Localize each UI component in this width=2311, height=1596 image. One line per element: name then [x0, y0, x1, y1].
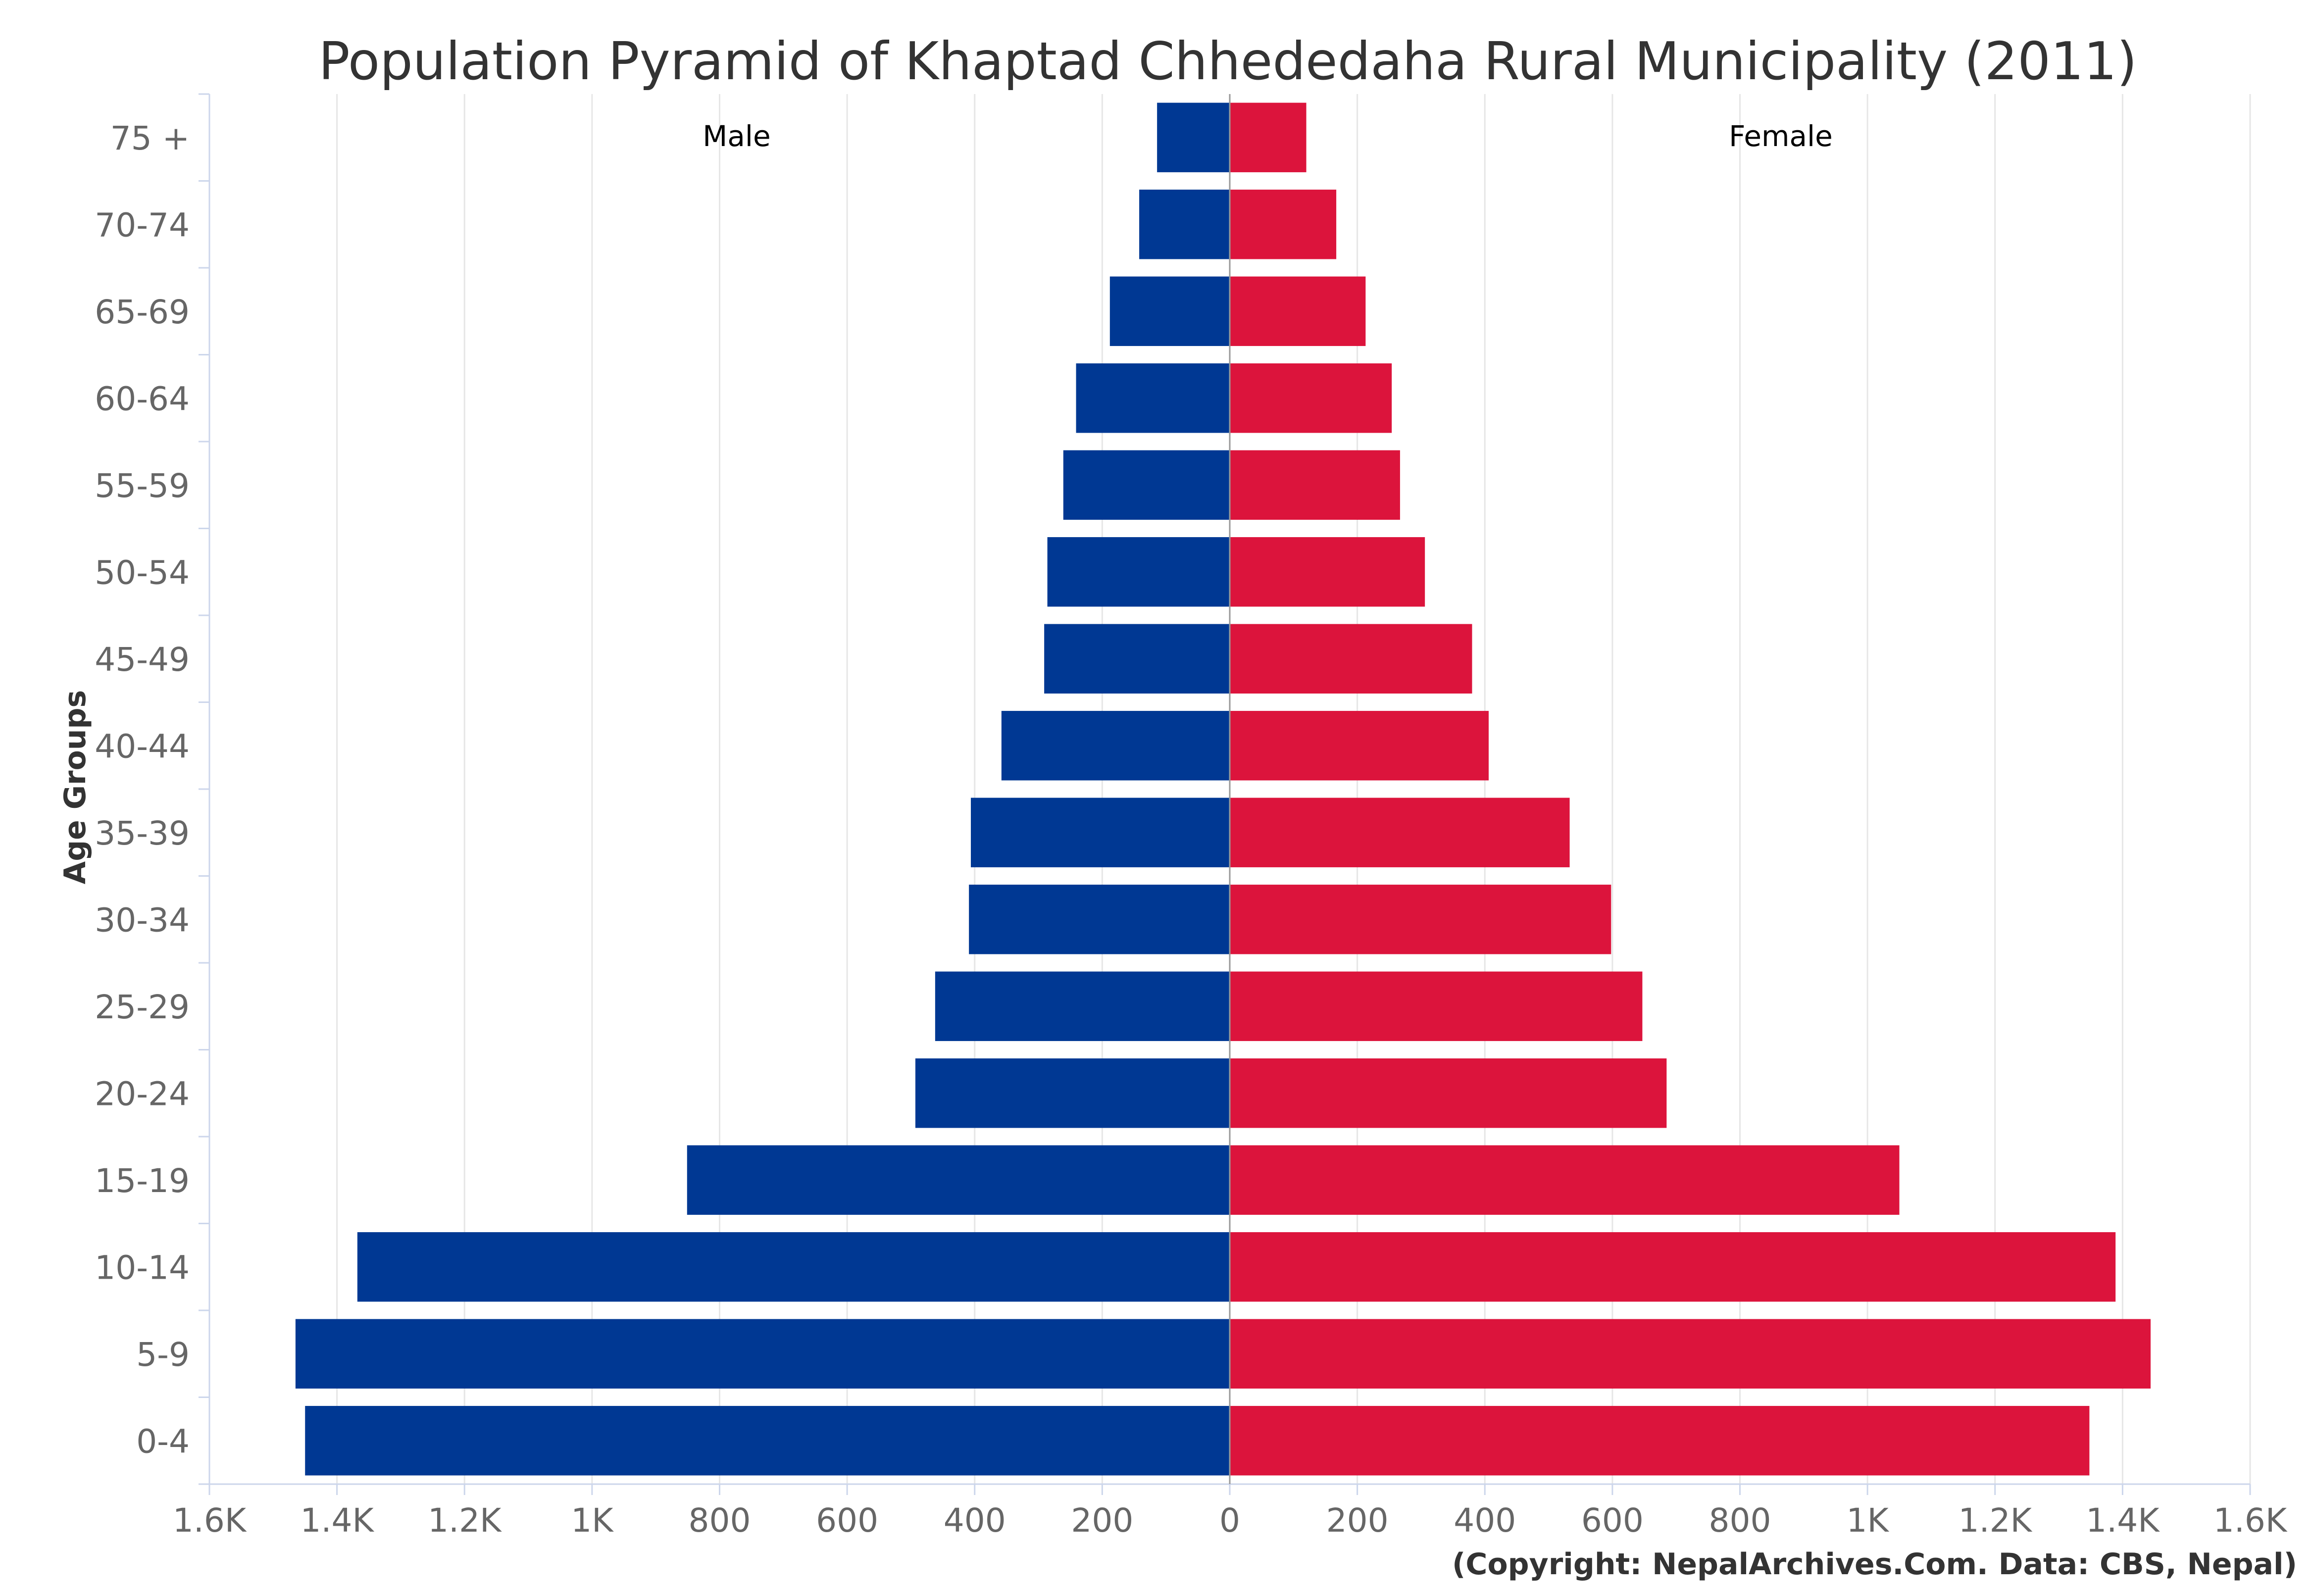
- x-tick-label: 800: [689, 1501, 751, 1540]
- bar-male: [915, 1058, 1230, 1128]
- bar-female: [1230, 1319, 2151, 1389]
- axes: 1.6K 1.4K 1.2K 1K 800 600 400 200 0 200 400 600 800 1…: [95, 93, 2288, 1540]
- y-tick-label: 75 +: [110, 119, 190, 157]
- bar-male: [1001, 711, 1230, 781]
- x-tick-label: 1K: [571, 1501, 614, 1540]
- bar-female: [1230, 1058, 1667, 1128]
- series-label-female: Female: [1729, 119, 1833, 153]
- bar-male: [1109, 276, 1230, 346]
- bar-female: [1230, 276, 1366, 346]
- x-tick-label: 600: [816, 1501, 878, 1540]
- y-tick-label: 10-14: [95, 1248, 190, 1287]
- bar-female: [1230, 711, 1489, 781]
- y-tick-label: 60-64: [95, 380, 190, 418]
- x-tick-label: 1.6K: [173, 1501, 247, 1540]
- x-tick-label: 1.2K: [1959, 1501, 2033, 1540]
- bar-male: [687, 1145, 1230, 1215]
- x-tick-label: 1.4K: [2086, 1501, 2160, 1540]
- x-tick-label: 1K: [1846, 1501, 1889, 1540]
- y-tick-label: 25-29: [95, 988, 190, 1026]
- y-tick-label: 65-69: [95, 293, 190, 331]
- y-tick-label: 55-59: [95, 467, 190, 505]
- bar-male: [1047, 537, 1230, 607]
- bars: [295, 102, 2151, 1476]
- bar-male: [935, 971, 1230, 1041]
- x-tick-label: 1.4K: [301, 1501, 375, 1540]
- chart-title: Population Pyramid of Khaptad Chhededaha…: [318, 31, 2137, 92]
- bar-female: [1230, 971, 1643, 1041]
- y-tick-label: 5-9: [136, 1336, 190, 1374]
- y-tick-label: 20-24: [95, 1075, 190, 1113]
- y-tick-label: 70-74: [95, 206, 190, 244]
- x-tick-label: 200: [1071, 1501, 1133, 1540]
- bar-male: [1139, 190, 1230, 259]
- x-tick-label: 600: [1581, 1501, 1644, 1540]
- x-tick-label: 1.6K: [2213, 1501, 2288, 1540]
- bar-male: [305, 1406, 1230, 1476]
- x-tick-label: 800: [1709, 1501, 1771, 1540]
- y-tick-label: 40-44: [95, 727, 190, 765]
- bar-male: [971, 798, 1230, 867]
- y-tick-label: 45-49: [95, 641, 190, 679]
- bar-female: [1230, 1145, 1900, 1215]
- bar-female: [1230, 102, 1306, 172]
- bar-male: [1076, 363, 1230, 433]
- bar-female: [1230, 363, 1392, 433]
- bar-male: [1063, 450, 1230, 520]
- bar-male: [1044, 624, 1230, 694]
- copyright-credit: (Copyright: NepalArchives.Com. Data: CBS…: [1452, 1547, 2297, 1582]
- y-tick-label: 0-4: [136, 1422, 190, 1460]
- bar-female: [1230, 450, 1400, 520]
- y-tick-label: 15-19: [95, 1162, 190, 1200]
- bar-female: [1230, 190, 1337, 259]
- bar-female: [1230, 624, 1472, 694]
- bar-male: [295, 1319, 1230, 1389]
- y-tick-label: 30-34: [95, 901, 190, 939]
- bar-female: [1230, 798, 1570, 867]
- bar-female: [1230, 537, 1425, 607]
- bar-male: [969, 885, 1230, 954]
- y-axis-title: Age Groups: [58, 690, 93, 884]
- x-tick-label: 1.2K: [428, 1501, 502, 1540]
- y-tick-label: 50-54: [95, 553, 190, 592]
- x-tick-label: 0: [1219, 1501, 1240, 1540]
- bar-female: [1230, 885, 1611, 954]
- x-tick-label: 400: [944, 1501, 1006, 1540]
- y-tick-label: 35-39: [95, 814, 190, 852]
- series-label-male: Male: [703, 119, 770, 153]
- bar-male: [357, 1232, 1230, 1302]
- bar-female: [1230, 1406, 2090, 1476]
- x-tick-label: 200: [1326, 1501, 1389, 1540]
- bar-female: [1230, 1232, 2116, 1302]
- x-tick-label: 400: [1454, 1501, 1516, 1540]
- bar-male: [1157, 102, 1230, 172]
